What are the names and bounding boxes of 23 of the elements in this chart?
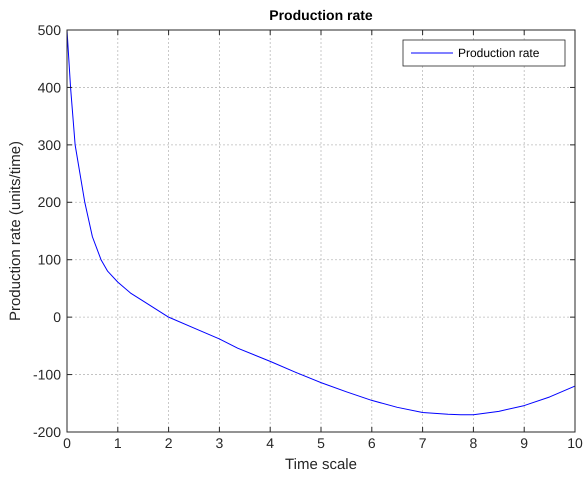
y-tick-label: 500 (38, 22, 62, 38)
x-tick-label: 2 (164, 435, 173, 451)
x-tick-label: 10 (567, 435, 583, 451)
x-tick-label: 6 (368, 435, 376, 451)
y-tick-label: 400 (38, 79, 62, 96)
x-tick-label: 0 (63, 435, 72, 451)
x-axis-title: Time scale (285, 456, 357, 473)
x-tick-label: 3 (216, 435, 224, 451)
legend-label: Production rate (458, 46, 540, 60)
y-tick-label: 100 (38, 252, 62, 268)
y-tick-label: 200 (38, 194, 62, 210)
x-tick-label: 8 (470, 435, 478, 451)
y-tick-label: -100 (32, 366, 62, 382)
y-tick-label: 0 (53, 309, 62, 326)
x-tick-label: 9 (520, 435, 528, 451)
x-tick-label: 4 (266, 435, 274, 451)
x-tick-label: 5 (317, 435, 326, 451)
y-axis-title: Production rate (units/time) (7, 140, 24, 322)
x-tick-label: 7 (418, 435, 427, 451)
y-tick-label: 300 (38, 136, 62, 153)
chart-title: Production rate (269, 7, 373, 23)
x-tick-label: 1 (114, 435, 122, 451)
y-tick-label: -200 (32, 424, 62, 440)
